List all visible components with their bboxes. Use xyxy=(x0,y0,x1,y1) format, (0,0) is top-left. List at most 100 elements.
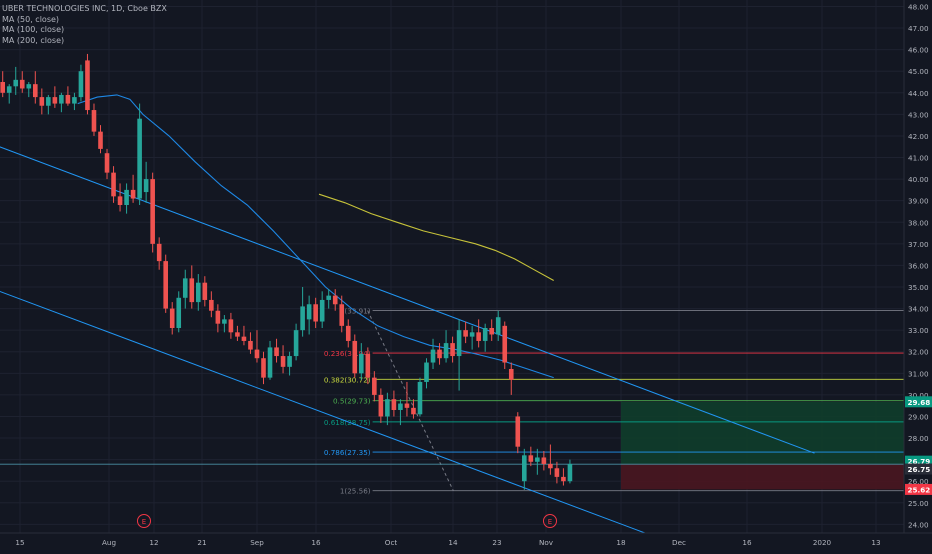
candle-body xyxy=(169,308,175,328)
y-tick-label: 31.00 xyxy=(908,369,929,378)
candle-body xyxy=(33,84,38,98)
candle-body xyxy=(98,131,103,149)
y-tick-label: 37.00 xyxy=(908,240,929,249)
candle-body xyxy=(424,362,429,382)
candle-body xyxy=(248,340,253,350)
profit-zone xyxy=(621,401,904,465)
candle-body xyxy=(241,336,247,341)
candle-body xyxy=(13,79,19,87)
y-tick-label: 47.00 xyxy=(908,24,929,33)
candle-body xyxy=(495,317,501,335)
candle-body xyxy=(300,306,305,331)
candle-body xyxy=(417,381,423,415)
y-tick-label: 43.00 xyxy=(908,110,929,119)
candle-body xyxy=(411,407,416,415)
candle-body xyxy=(222,319,227,324)
candle-body xyxy=(176,297,182,328)
candle-body xyxy=(267,347,273,378)
candle-body xyxy=(274,347,279,357)
candle-body xyxy=(515,416,521,447)
earnings-marker-label: E xyxy=(142,518,146,526)
candle-body xyxy=(254,349,260,359)
candle-body xyxy=(456,330,462,357)
candle-body xyxy=(6,86,12,93)
candle-body xyxy=(78,71,84,98)
candle-body xyxy=(0,82,5,93)
x-tick-label: 13 xyxy=(871,538,880,547)
candle-body xyxy=(326,295,331,300)
price-badge xyxy=(905,483,932,495)
candle-body xyxy=(19,79,25,89)
x-tick-label: 16 xyxy=(742,538,752,547)
y-tick-label: 29.00 xyxy=(908,412,929,421)
candle-body xyxy=(352,340,358,374)
candle-body xyxy=(567,463,573,482)
candle-body xyxy=(293,330,299,357)
candle-body xyxy=(26,84,32,89)
y-tick-label: 25.00 xyxy=(908,499,929,508)
candle-body xyxy=(117,196,123,205)
candle-body xyxy=(124,189,129,205)
ma100-line xyxy=(77,94,554,379)
y-tick-label: 24.00 xyxy=(908,520,929,529)
fib-level-label: 0.786(27.35) xyxy=(324,448,371,457)
candle-body xyxy=(91,110,97,132)
x-tick-label: 14 xyxy=(448,538,458,547)
candle-body xyxy=(339,304,345,326)
candle-body xyxy=(163,261,168,309)
candle-body xyxy=(554,468,560,477)
candle-body xyxy=(404,403,410,408)
time-axis xyxy=(0,533,932,550)
y-tick-label: 36.00 xyxy=(908,261,929,270)
candle-body xyxy=(287,356,292,367)
x-tick-label: 16 xyxy=(311,538,321,547)
candle-body xyxy=(52,97,58,104)
fib-level-label: 0.618(28.75) xyxy=(324,418,371,427)
y-tick-label: 45.00 xyxy=(908,67,929,76)
y-tick-label: 32.00 xyxy=(908,348,929,357)
candle-body xyxy=(65,94,71,104)
candle-body xyxy=(437,349,442,359)
price-badge-label: 25.62 xyxy=(908,485,931,494)
candle-body xyxy=(137,118,142,199)
y-tick-label: 41.00 xyxy=(908,154,929,163)
x-tick-label: Nov xyxy=(539,538,554,547)
candle-body xyxy=(489,328,494,335)
candle-body xyxy=(306,304,312,320)
candle-body xyxy=(111,172,116,197)
candle-body xyxy=(313,304,318,322)
y-tick-label: 33.00 xyxy=(908,326,929,335)
candle-body xyxy=(535,457,540,462)
x-tick-label: 21 xyxy=(197,538,206,547)
price-badge-label: 29.68 xyxy=(908,398,931,407)
x-tick-label: 2020 xyxy=(813,538,832,547)
candle-body xyxy=(196,282,201,303)
x-tick-label: 23 xyxy=(492,538,501,547)
y-tick-label: 34.00 xyxy=(908,305,929,314)
x-tick-label: Sep xyxy=(250,538,264,547)
y-tick-label: 38.00 xyxy=(908,218,929,227)
candle-body xyxy=(469,332,475,337)
candle-body xyxy=(508,369,514,380)
y-tick-label: 40.00 xyxy=(908,175,929,184)
price-badge-label: 26.79 xyxy=(908,457,931,466)
x-tick-label: Oct xyxy=(385,538,398,547)
fib-level-label: 0.382(30.72) xyxy=(324,375,371,384)
fib-level-label: 0.236(31.94) xyxy=(324,349,371,358)
candle-body xyxy=(430,349,436,363)
candle-body xyxy=(359,353,364,374)
y-tick-label: 35.00 xyxy=(908,283,929,292)
ma200-line xyxy=(318,193,554,281)
candle-body xyxy=(39,97,45,106)
y-tick-label: 48.00 xyxy=(908,2,929,11)
y-tick-label: 46.00 xyxy=(908,46,929,55)
earnings-marker xyxy=(543,514,557,528)
candle-body xyxy=(280,356,286,367)
candle-body xyxy=(391,399,397,410)
y-tick-label: 28.00 xyxy=(908,434,929,443)
y-tick-label: 26.00 xyxy=(908,477,929,486)
candle-body xyxy=(235,332,240,337)
price-badge-label: 26.75 xyxy=(908,465,931,474)
